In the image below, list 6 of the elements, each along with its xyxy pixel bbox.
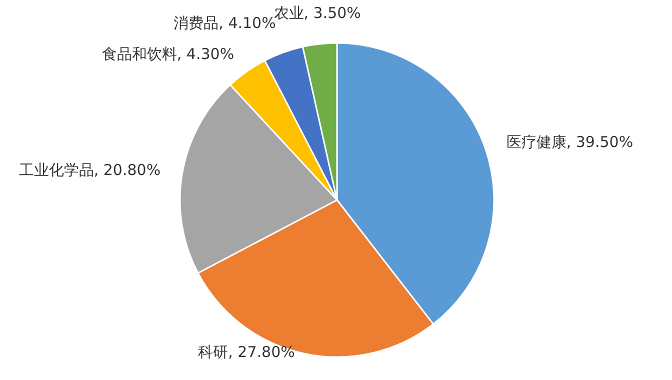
category-label: 消费品, 4.10% [174,14,276,33]
category-label: 农业, 3.50% [274,4,361,22]
category-label: 科研, 27.80% [198,343,295,362]
category-label: 食品和饮料, 4.30% [102,44,234,64]
category-label: 医疗健康, 39.50% [506,133,634,152]
category-label: 工业化学品, 20.80% [18,160,161,180]
